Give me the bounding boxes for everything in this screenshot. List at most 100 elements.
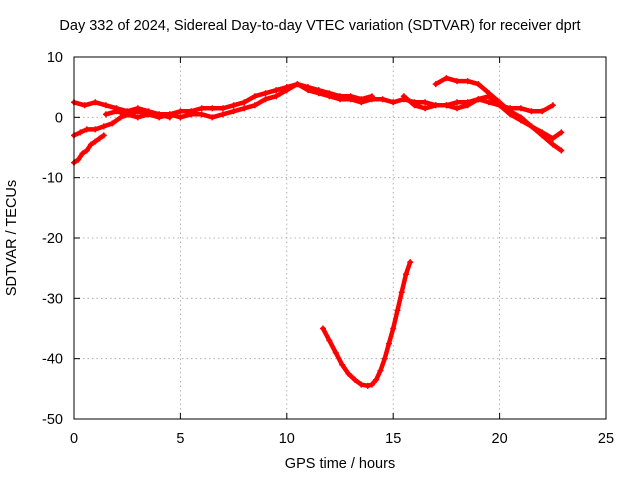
data-point	[517, 105, 524, 112]
x-tick-label: 10	[279, 431, 295, 447]
data-point	[177, 114, 184, 121]
data-point	[156, 111, 163, 118]
data-point	[219, 105, 226, 112]
x-tick-label: 20	[492, 431, 508, 447]
data-point	[177, 108, 184, 115]
data-point	[411, 102, 418, 109]
data-point	[373, 376, 380, 383]
data-point	[454, 99, 461, 106]
data-point	[394, 307, 401, 314]
data-point	[319, 325, 326, 332]
data-point	[454, 78, 461, 85]
data-point	[368, 381, 375, 388]
data-point	[134, 114, 141, 121]
data-point	[517, 114, 524, 121]
data-point	[347, 93, 354, 100]
data-point	[443, 75, 450, 82]
data-point	[83, 147, 90, 154]
data-point	[166, 114, 173, 121]
data-point	[475, 96, 482, 103]
data-point	[539, 132, 546, 139]
data-point	[77, 129, 84, 136]
data-point	[549, 141, 556, 148]
data-point	[326, 337, 333, 344]
x-tick-label: 25	[598, 431, 614, 447]
data-point	[283, 87, 290, 94]
data-point	[273, 87, 280, 94]
data-point	[558, 129, 565, 136]
data-point	[102, 111, 109, 118]
data-point	[464, 102, 471, 109]
data-point	[102, 102, 109, 109]
data-point	[528, 123, 535, 130]
data-point	[422, 99, 429, 106]
y-tick-label: -10	[42, 171, 63, 187]
data-point	[390, 325, 397, 332]
data-point	[351, 376, 358, 383]
data-point	[345, 370, 352, 377]
data-point	[188, 111, 195, 118]
data-point	[209, 105, 216, 112]
data-point	[400, 93, 407, 100]
data-point	[358, 96, 365, 103]
data-point	[294, 81, 301, 88]
data-layer	[71, 75, 565, 389]
data-point	[422, 105, 429, 112]
y-tick-label: -30	[42, 291, 63, 307]
x-tick-label: 15	[385, 431, 401, 447]
data-point	[443, 102, 450, 109]
data-point	[134, 108, 141, 115]
data-point	[126, 111, 133, 118]
data-point	[402, 271, 409, 278]
data-point	[230, 102, 237, 109]
data-point	[496, 99, 503, 106]
data-point	[92, 126, 99, 133]
data-point	[549, 102, 556, 109]
data-point	[81, 102, 88, 109]
data-point	[100, 123, 107, 130]
data-point	[198, 105, 205, 112]
chart-title: Day 332 of 2024, Sidereal Day-to-day VTE…	[59, 18, 581, 34]
data-point	[326, 90, 333, 97]
data-point	[251, 102, 258, 109]
y-tick-label: -50	[42, 412, 63, 428]
data-point	[507, 108, 514, 115]
data-point	[377, 367, 384, 374]
data-point	[100, 132, 107, 139]
data-point	[251, 93, 258, 100]
data-point	[79, 150, 86, 157]
y-axis-label: SDTVAR / TECUs	[4, 179, 20, 297]
data-point	[230, 108, 237, 115]
data-point	[262, 96, 269, 103]
x-axis-label: GPS time / hours	[284, 456, 396, 472]
data-point	[315, 87, 322, 94]
x-tick-label: 0	[70, 431, 78, 447]
data-point	[475, 81, 482, 88]
data-point	[337, 93, 343, 100]
tick-layer: 0 5 10 15 20 25 -50 -40 -30 -20 -10 0 10	[42, 50, 614, 447]
data-point	[113, 108, 120, 115]
data-point	[398, 289, 405, 296]
data-point	[209, 114, 216, 121]
data-point	[432, 102, 439, 109]
data-point	[558, 147, 565, 154]
y-tick-label: -20	[42, 231, 63, 247]
y-tick-label: 0	[55, 110, 63, 126]
data-point	[92, 138, 99, 145]
data-point	[88, 141, 95, 148]
data-point	[379, 96, 386, 103]
data-point	[464, 78, 471, 85]
data-point	[241, 99, 248, 106]
data-point	[117, 114, 124, 121]
y-tick-label: 10	[47, 50, 63, 66]
data-point	[262, 90, 269, 97]
data-point	[92, 99, 99, 106]
series-track-c	[71, 109, 173, 138]
data-point	[219, 111, 226, 118]
data-point	[407, 259, 414, 266]
data-point	[145, 111, 152, 118]
data-point	[528, 108, 535, 115]
data-point	[390, 99, 397, 106]
data-point	[96, 135, 103, 142]
